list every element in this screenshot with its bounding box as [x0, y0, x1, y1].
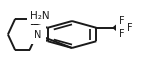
- Text: F: F: [127, 23, 132, 33]
- Text: F: F: [119, 16, 124, 26]
- Text: F: F: [119, 29, 124, 39]
- Text: N: N: [34, 30, 41, 39]
- Text: H₂N: H₂N: [30, 11, 50, 21]
